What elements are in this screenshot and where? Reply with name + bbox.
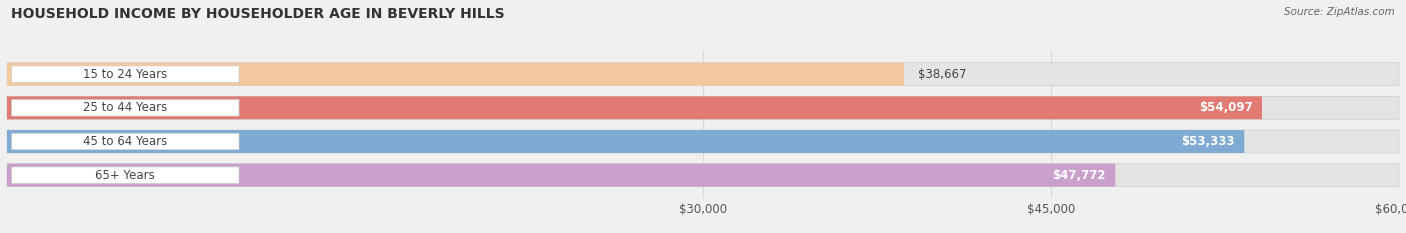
FancyBboxPatch shape <box>11 66 239 82</box>
Text: 45 to 64 Years: 45 to 64 Years <box>83 135 167 148</box>
FancyBboxPatch shape <box>11 133 239 150</box>
FancyBboxPatch shape <box>11 167 239 183</box>
Text: Source: ZipAtlas.com: Source: ZipAtlas.com <box>1284 7 1395 17</box>
Text: $53,333: $53,333 <box>1181 135 1234 148</box>
FancyBboxPatch shape <box>7 164 1115 187</box>
FancyBboxPatch shape <box>7 63 1399 86</box>
FancyBboxPatch shape <box>7 96 1263 119</box>
FancyBboxPatch shape <box>7 63 904 86</box>
Text: $47,772: $47,772 <box>1053 169 1107 182</box>
FancyBboxPatch shape <box>7 130 1399 153</box>
FancyBboxPatch shape <box>7 96 1399 119</box>
Text: $38,667: $38,667 <box>918 68 966 81</box>
Text: HOUSEHOLD INCOME BY HOUSEHOLDER AGE IN BEVERLY HILLS: HOUSEHOLD INCOME BY HOUSEHOLDER AGE IN B… <box>11 7 505 21</box>
Text: 25 to 44 Years: 25 to 44 Years <box>83 101 167 114</box>
Text: 65+ Years: 65+ Years <box>96 169 155 182</box>
FancyBboxPatch shape <box>7 164 1399 187</box>
Text: 15 to 24 Years: 15 to 24 Years <box>83 68 167 81</box>
Text: $54,097: $54,097 <box>1199 101 1253 114</box>
FancyBboxPatch shape <box>11 99 239 116</box>
FancyBboxPatch shape <box>7 130 1244 153</box>
